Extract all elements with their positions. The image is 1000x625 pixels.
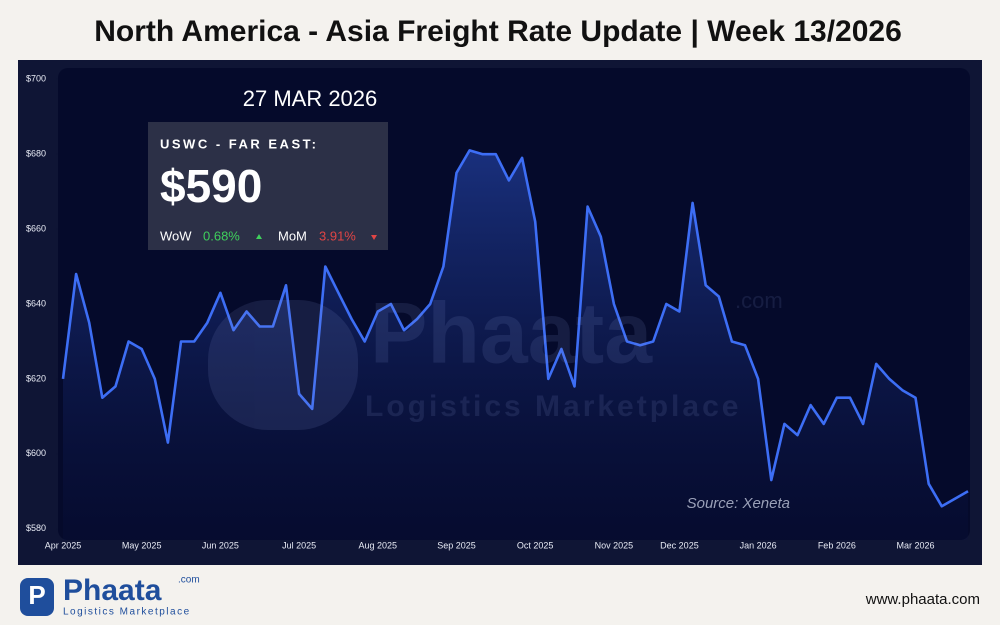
price: $590 bbox=[160, 160, 262, 212]
wow-label: WoW bbox=[160, 228, 192, 243]
x-tick-label: Oct 2025 bbox=[517, 540, 554, 550]
x-tick-label: Sep 2025 bbox=[437, 540, 476, 550]
mom-label: MoM bbox=[278, 228, 307, 243]
y-tick-label: $620 bbox=[26, 373, 46, 383]
area-fill bbox=[63, 150, 968, 540]
x-tick-label: Apr 2025 bbox=[45, 540, 82, 550]
footer-logo: P Phaata .com Logistics Marketplace bbox=[20, 574, 200, 618]
footer-tagline: Logistics Marketplace bbox=[63, 607, 191, 618]
website: www.phaata.com bbox=[865, 591, 980, 608]
y-tick-label: $700 bbox=[26, 74, 46, 84]
info-box bbox=[148, 122, 388, 250]
x-tick-label: Jun 2025 bbox=[202, 540, 239, 550]
x-tick-label: Nov 2025 bbox=[595, 540, 634, 550]
source-note: Source: Xeneta bbox=[687, 495, 790, 512]
mom-value: 3.91% bbox=[319, 228, 356, 243]
line bbox=[61, 149, 969, 508]
y-tick-label: $660 bbox=[26, 223, 46, 233]
footer-brand: Phaata bbox=[63, 574, 162, 607]
x-tick-label: Jan 2026 bbox=[740, 540, 777, 550]
logo-icon bbox=[20, 578, 54, 616]
logo-letter: P bbox=[28, 580, 45, 610]
up-arrow bbox=[256, 234, 262, 239]
watermark-domain: .com bbox=[735, 288, 783, 313]
plot: $580 $600 $620 $640 $660 $680 $700 Apr 2025 May … bbox=[26, 74, 969, 550]
watermark-icon bbox=[208, 300, 358, 430]
y-tick-label: $600 bbox=[26, 448, 46, 458]
route-label: USWC - FAR EAST: bbox=[160, 136, 318, 151]
down-arrow bbox=[371, 235, 377, 240]
y-tick-label: $640 bbox=[26, 298, 46, 308]
x-tick-label: Mar 2026 bbox=[897, 540, 935, 550]
watermark: Phaata .com Logistics Marketplace bbox=[208, 286, 783, 430]
date-label: 27 MAR 2026 bbox=[243, 86, 378, 111]
y-tick-label: $580 bbox=[26, 523, 46, 533]
footer-domain: .com bbox=[178, 575, 200, 586]
watermark-tagline: Logistics Marketplace bbox=[365, 390, 741, 423]
x-tick-label: Jul 2025 bbox=[282, 540, 316, 550]
watermark-brand: Phaata bbox=[370, 286, 653, 382]
wow-value: 0.68% bbox=[203, 228, 240, 243]
x-tick-label: May 2025 bbox=[122, 540, 162, 550]
x-tick-label: Feb 2026 bbox=[818, 540, 856, 550]
page-title: North America - Asia Freight Rate Update… bbox=[94, 15, 902, 48]
x-tick-label: Aug 2025 bbox=[359, 540, 398, 550]
y-tick-label: $680 bbox=[26, 149, 46, 159]
x-tick-label: Dec 2025 bbox=[660, 540, 699, 550]
